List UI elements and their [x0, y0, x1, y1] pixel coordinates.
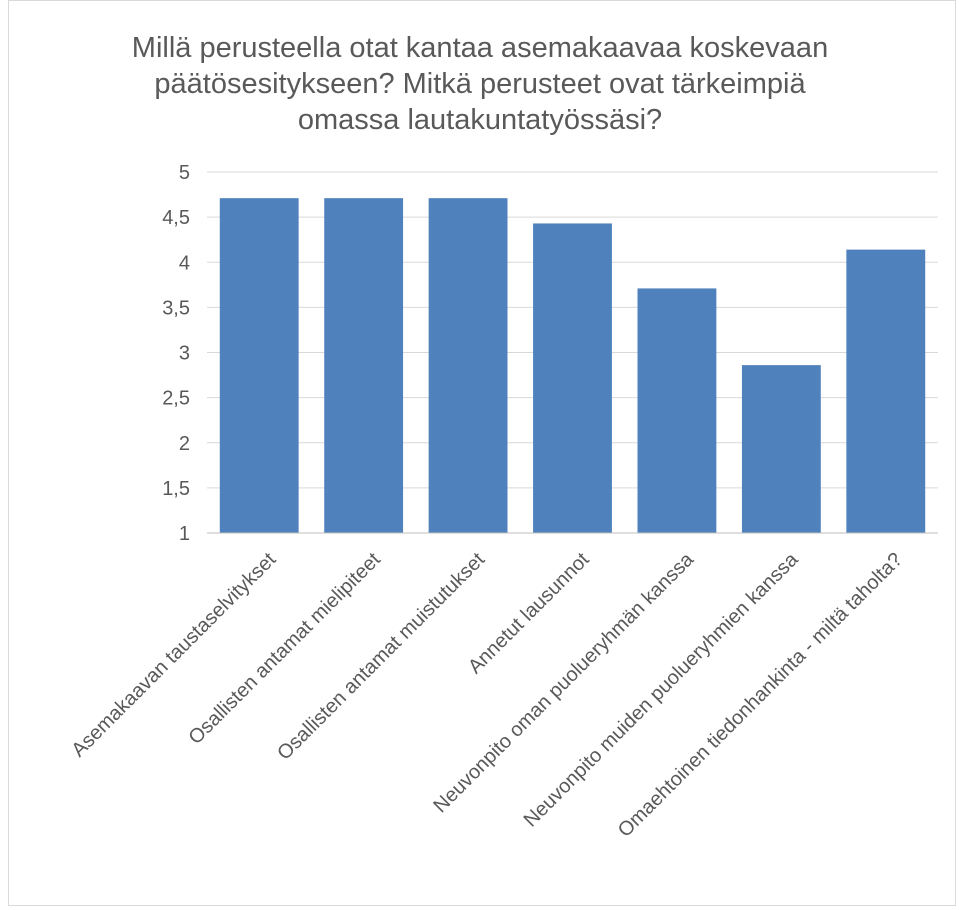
y-axis-tick-labels: 1 1,5 2 2,5 3 3,5 4 4,5 5 [162, 162, 190, 545]
bar [324, 198, 404, 534]
y-tick-label: 2,5 [162, 388, 190, 410]
bars [219, 198, 926, 534]
x-category-label: Asemakaavan taustaselvitykset [68, 548, 281, 761]
y-tick-label: 1,5 [162, 478, 190, 500]
bar [219, 198, 299, 534]
y-tick-label: 4,5 [162, 207, 190, 229]
y-tick-label: 2 [179, 433, 190, 455]
y-tick-label: 1 [179, 523, 190, 545]
bar [846, 249, 926, 534]
y-tick-label: 3,5 [162, 297, 190, 319]
bar [428, 198, 508, 534]
bar [533, 223, 612, 533]
x-category-label: Osallisten antamat mielipiteet [185, 548, 386, 749]
y-tick-label: 4 [179, 252, 190, 274]
y-tick-label: 5 [179, 162, 190, 184]
y-tick-label: 3 [179, 343, 190, 365]
bar [741, 365, 821, 533]
bar [637, 288, 717, 533]
chart-title: Millä perusteella otat kantaa asemakaava… [131, 32, 829, 136]
x-category-label: Osallisten antamat muistutukset [273, 548, 489, 764]
x-axis-category-labels: Asemakaavan taustaselvityksetOsallisten … [68, 548, 907, 842]
